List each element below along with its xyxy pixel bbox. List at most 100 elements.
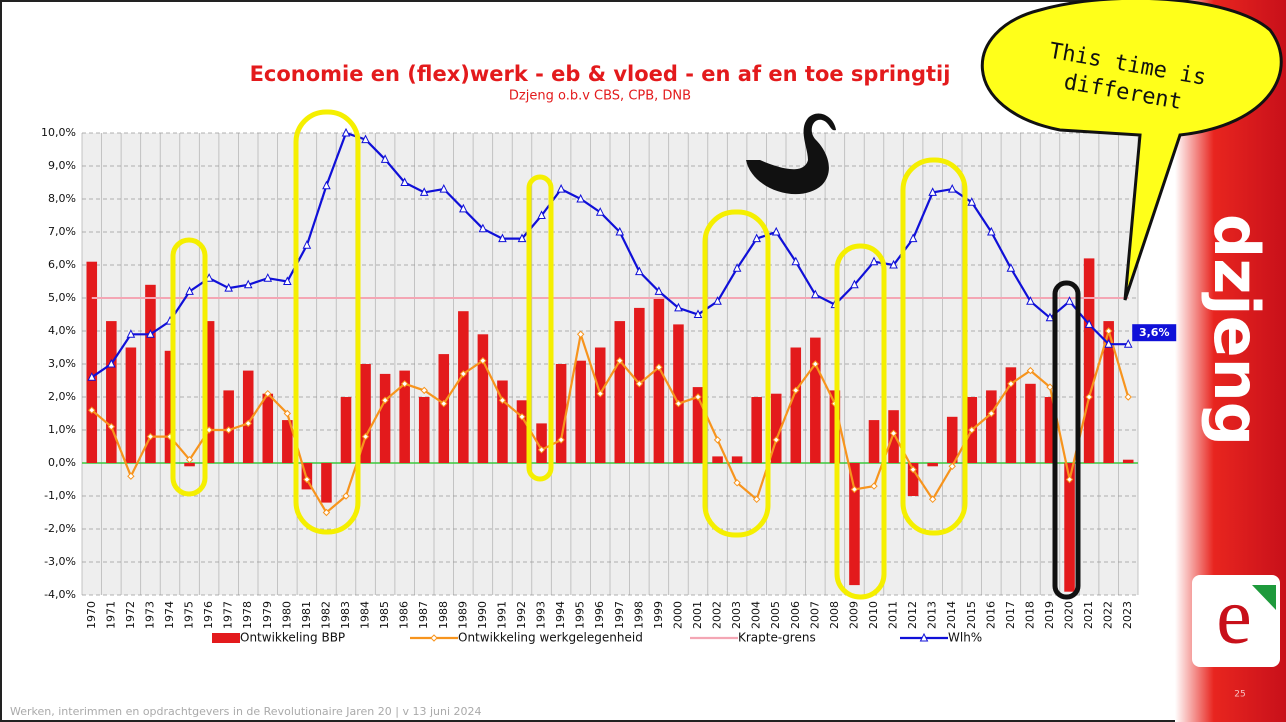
bar [1005, 367, 1017, 463]
marker [908, 233, 918, 243]
value-label: 3,6% [1139, 326, 1170, 339]
brand-text: dzjeng [1200, 214, 1273, 446]
marker [224, 426, 233, 434]
marker [811, 360, 820, 368]
marker [1045, 312, 1055, 322]
marker [1104, 327, 1113, 335]
bar [242, 370, 254, 463]
bar [1083, 258, 1095, 463]
y-tick-label: 0,0% [48, 456, 76, 469]
bar [203, 321, 215, 463]
marker [185, 286, 194, 295]
marker [185, 455, 194, 464]
marker [400, 380, 409, 388]
marker [771, 226, 781, 236]
bar [145, 284, 156, 463]
marker [459, 203, 468, 213]
x-tick-label: 2001 [691, 601, 704, 629]
line [91, 327, 1130, 515]
bar [1064, 463, 1075, 592]
x-tick-label: 1973 [143, 601, 156, 629]
marker [1124, 393, 1132, 401]
y-tick-label: 3,0% [48, 357, 76, 370]
x-tick-label: 2019 [1043, 601, 1056, 629]
marker [693, 309, 703, 318]
marker [263, 273, 273, 282]
marker [576, 193, 585, 203]
x-tick-label: 1978 [241, 601, 254, 629]
highlight [293, 109, 361, 535]
bar [282, 420, 293, 463]
x-tick-label: 1970 [85, 601, 98, 629]
marker [127, 472, 135, 480]
x-tick-label: 2012 [906, 601, 919, 629]
value-label-box [1132, 324, 1177, 342]
marker [440, 399, 448, 408]
bar [575, 360, 586, 463]
marker [654, 286, 664, 295]
bar [399, 370, 410, 463]
logo-accent [1252, 585, 1276, 610]
marker [1006, 263, 1016, 272]
x-tick-label: 1996 [593, 601, 606, 629]
bar [1122, 459, 1134, 463]
marker [1026, 366, 1035, 375]
bar [497, 380, 508, 463]
y-tick-label: 9,0% [48, 159, 76, 172]
marker [928, 495, 937, 504]
y-tick-label: 6,0% [48, 258, 76, 271]
marker [1007, 380, 1015, 388]
x-tick-label: 2021 [1082, 601, 1095, 629]
marker [146, 432, 155, 441]
bar [731, 456, 743, 463]
x-tick-label: 1997 [613, 601, 626, 629]
x-tick-label: 1993 [535, 601, 548, 629]
marker [557, 436, 565, 444]
bar [86, 261, 98, 463]
x-tick-label: 2022 [1102, 601, 1115, 629]
bar [790, 347, 802, 463]
marker [791, 256, 801, 266]
marker [400, 177, 409, 186]
bar [379, 373, 391, 463]
marker [478, 223, 488, 233]
legend-swatch [212, 633, 240, 643]
marker [752, 233, 761, 243]
legend-label: Wlh% [948, 631, 982, 645]
marker [616, 356, 624, 365]
x-tick-label: 2015 [965, 601, 978, 629]
x-tick-label: 2023 [1121, 601, 1134, 629]
marker [322, 180, 331, 190]
marker [264, 389, 272, 398]
marker [556, 183, 566, 193]
legend-label: Krapte-grens [738, 631, 816, 645]
bar [907, 463, 919, 496]
bar [986, 390, 997, 463]
x-tick-label: 2014 [945, 601, 958, 629]
x-tick-label: 2011 [887, 601, 900, 629]
x-tick-label: 2009 [847, 601, 860, 629]
marker [283, 409, 292, 418]
marker [459, 370, 468, 378]
marker [889, 259, 898, 269]
marker [733, 479, 741, 487]
marker [126, 329, 136, 338]
marker [381, 396, 389, 405]
marker [380, 154, 390, 163]
y-tick-label: 7,0% [48, 225, 76, 238]
marker [869, 256, 879, 266]
bar [927, 463, 938, 467]
marker [537, 210, 546, 219]
marker [987, 226, 996, 236]
bar [262, 393, 274, 463]
bar [360, 364, 371, 463]
marker [928, 187, 937, 196]
legend-marker [919, 632, 929, 642]
y-tick-label: 4,0% [48, 324, 76, 337]
bar [164, 350, 176, 463]
x-tick-label: 1992 [515, 601, 528, 629]
marker [968, 426, 976, 434]
highlight [1052, 280, 1081, 600]
bar [477, 334, 489, 463]
x-tick-label: 2000 [671, 601, 684, 629]
